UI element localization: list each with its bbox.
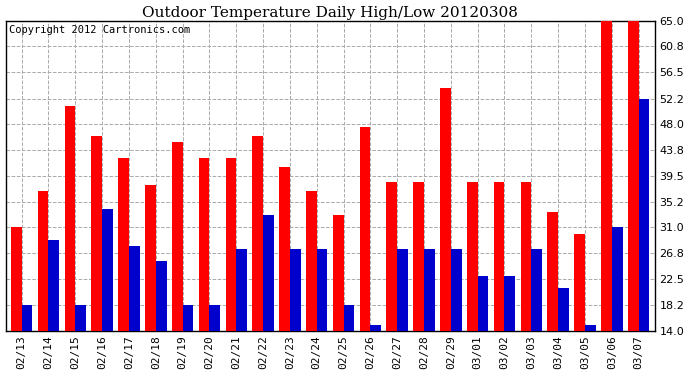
Title: Outdoor Temperature Daily High/Low 20120308: Outdoor Temperature Daily High/Low 20120… (142, 6, 518, 20)
Bar (253, 136, 263, 331)
Bar (531, 249, 542, 331)
Bar (574, 234, 585, 331)
Bar (210, 305, 220, 331)
Bar (236, 249, 247, 331)
Bar (172, 142, 183, 331)
Bar (75, 305, 86, 331)
Bar (440, 88, 451, 331)
Bar (199, 158, 210, 331)
Bar (628, 21, 639, 331)
Bar (21, 305, 32, 331)
Bar (306, 191, 317, 331)
Bar (183, 305, 193, 331)
Bar (145, 185, 156, 331)
Bar (48, 240, 59, 331)
Text: Copyright 2012 Cartronics.com: Copyright 2012 Cartronics.com (9, 26, 190, 35)
Bar (290, 249, 301, 331)
Bar (344, 305, 354, 331)
Bar (317, 249, 328, 331)
Bar (547, 212, 558, 331)
Bar (102, 209, 113, 331)
Bar (263, 215, 274, 331)
Bar (494, 182, 504, 331)
Bar (477, 276, 489, 331)
Bar (612, 228, 622, 331)
Bar (397, 249, 408, 331)
Bar (467, 182, 477, 331)
Bar (65, 106, 75, 331)
Bar (451, 249, 462, 331)
Bar (558, 288, 569, 331)
Bar (279, 166, 290, 331)
Bar (129, 246, 139, 331)
Bar (333, 215, 344, 331)
Bar (585, 325, 595, 331)
Bar (226, 158, 236, 331)
Bar (11, 228, 21, 331)
Bar (639, 99, 649, 331)
Bar (371, 325, 381, 331)
Bar (359, 127, 371, 331)
Bar (156, 261, 166, 331)
Bar (601, 21, 612, 331)
Bar (424, 249, 435, 331)
Bar (91, 136, 102, 331)
Bar (520, 182, 531, 331)
Bar (118, 158, 129, 331)
Bar (38, 191, 48, 331)
Bar (504, 276, 515, 331)
Bar (413, 182, 424, 331)
Bar (386, 182, 397, 331)
